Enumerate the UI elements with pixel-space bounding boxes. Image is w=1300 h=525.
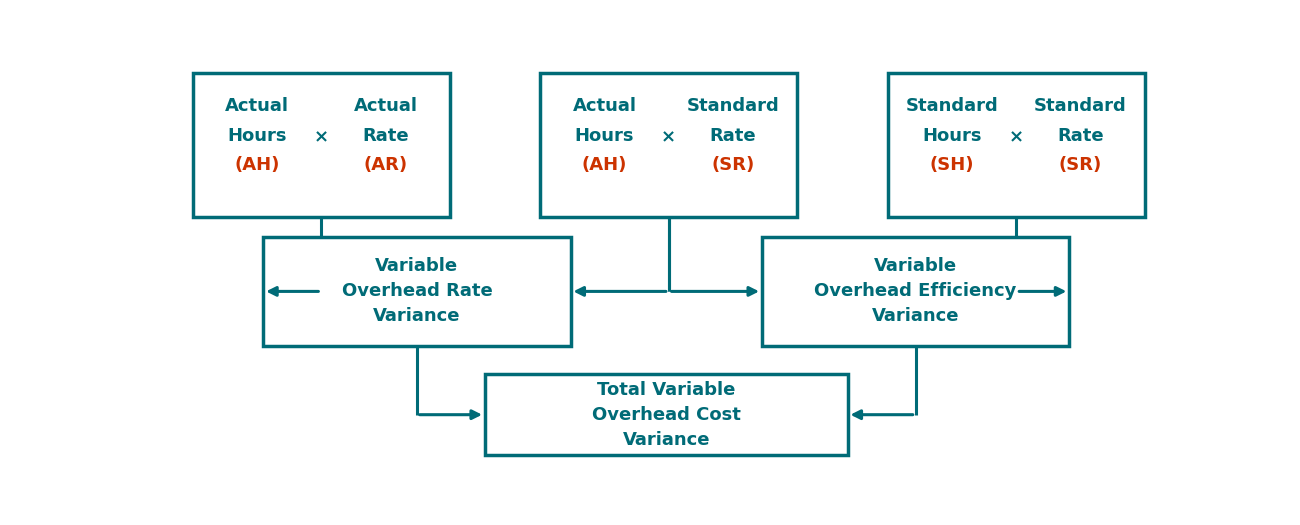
Text: Standard: Standard [906,98,998,116]
FancyBboxPatch shape [485,374,848,455]
Text: Total Variable
Overhead Cost
Variance: Total Variable Overhead Cost Variance [592,381,741,449]
Text: Actual: Actual [572,98,637,116]
Text: ×: × [313,129,329,146]
Text: ×: × [662,129,676,146]
FancyBboxPatch shape [888,73,1145,217]
Text: (SR): (SR) [1060,156,1102,174]
FancyBboxPatch shape [541,73,797,217]
Text: Standard: Standard [686,98,780,116]
Text: Rate: Rate [710,127,757,144]
Text: Variable
Overhead Rate
Variance: Variable Overhead Rate Variance [342,257,493,326]
Text: (AR): (AR) [363,156,407,174]
Text: Hours: Hours [923,127,982,144]
Text: (SH): (SH) [930,156,975,174]
Text: Variable
Overhead Efficiency
Variance: Variable Overhead Efficiency Variance [814,257,1017,326]
Text: ×: × [1009,129,1024,146]
Text: Hours: Hours [227,127,287,144]
Text: Actual: Actual [225,98,289,116]
FancyBboxPatch shape [192,73,450,217]
Text: (AH): (AH) [582,156,627,174]
Text: (SR): (SR) [711,156,754,174]
Text: Rate: Rate [363,127,408,144]
FancyBboxPatch shape [762,237,1069,346]
FancyBboxPatch shape [263,237,571,346]
Text: Standard: Standard [1035,98,1127,116]
Text: (AH): (AH) [234,156,280,174]
Text: Rate: Rate [1057,127,1104,144]
Text: Actual: Actual [354,98,417,116]
Text: Hours: Hours [575,127,634,144]
